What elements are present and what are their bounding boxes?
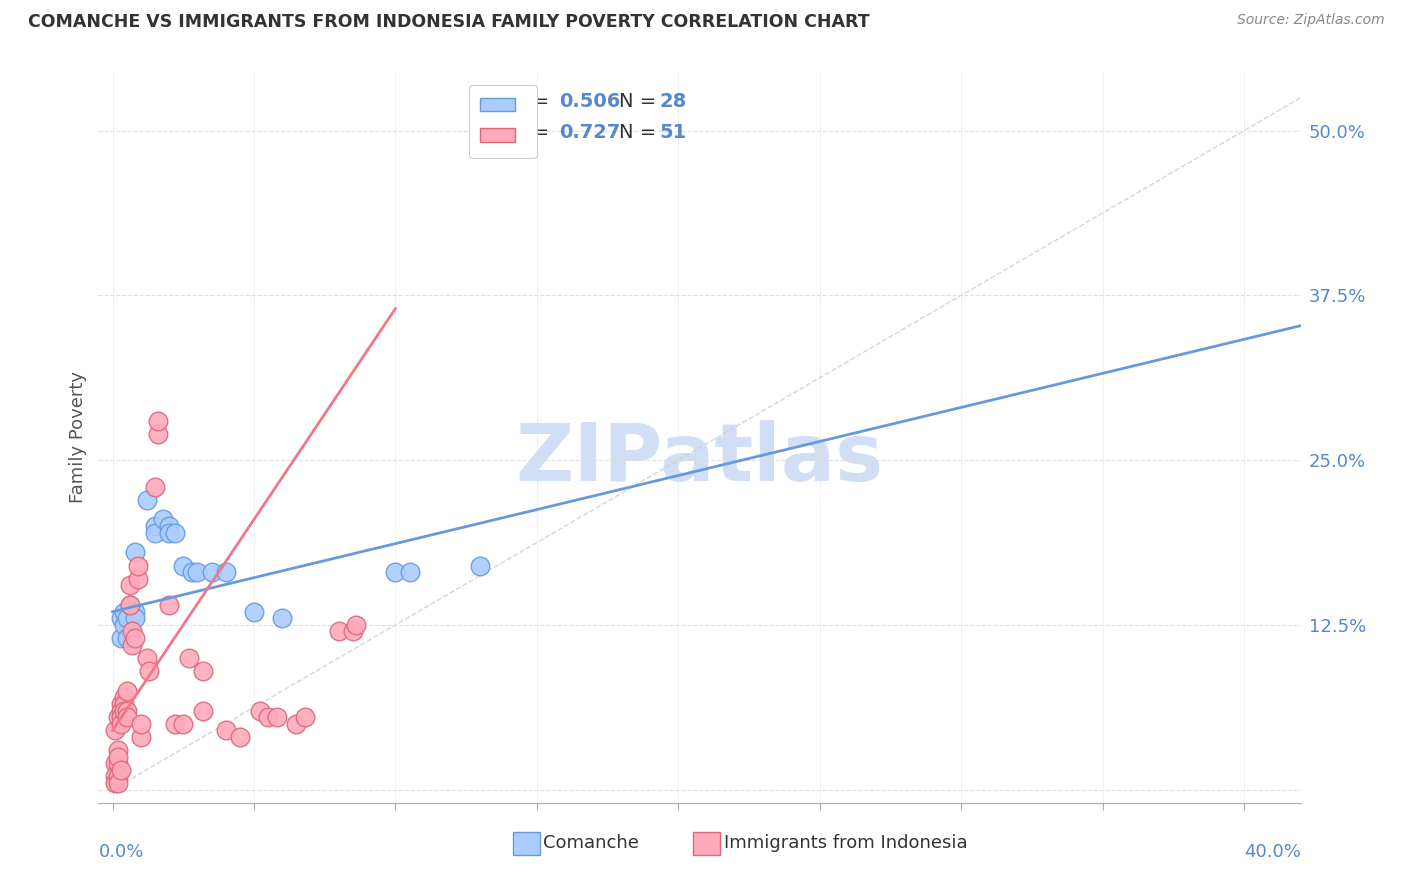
Point [470, 558, 492, 573]
Y-axis label: Family Poverty: Family Poverty [69, 371, 87, 503]
Point [163, 525, 186, 540]
Point [115, 683, 138, 698]
Point [172, 716, 194, 731]
Point [384, 565, 406, 579]
Point [118, 598, 141, 612]
Point [110, 631, 132, 645]
Text: N =: N = [619, 92, 662, 111]
Point [118, 578, 141, 592]
Point [107, 756, 129, 771]
Point [104, 756, 127, 771]
Point [127, 572, 149, 586]
Point [110, 710, 132, 724]
Text: R =: R = [513, 92, 555, 111]
Point [104, 776, 127, 790]
Point [157, 519, 180, 533]
Point [112, 697, 135, 711]
Point [143, 525, 166, 540]
Text: 40.0%: 40.0% [1244, 843, 1301, 861]
Text: ZIPatlas: ZIPatlas [516, 420, 883, 498]
Point [124, 611, 146, 625]
Point [157, 598, 180, 612]
Point [112, 605, 135, 619]
Point [135, 650, 157, 665]
Point [215, 565, 238, 579]
Point [157, 525, 180, 540]
Text: 28: 28 [659, 92, 688, 111]
Text: COMANCHE VS IMMIGRANTS FROM INDONESIA FAMILY POVERTY CORRELATION CHART: COMANCHE VS IMMIGRANTS FROM INDONESIA FA… [28, 13, 870, 31]
Point [285, 716, 308, 731]
Point [115, 710, 138, 724]
Point [110, 716, 132, 731]
Point [107, 749, 129, 764]
Text: 51: 51 [659, 122, 688, 142]
Point [107, 743, 129, 757]
Point [135, 492, 157, 507]
Point [398, 565, 420, 579]
Point [124, 605, 146, 619]
Point [342, 624, 364, 639]
Point [180, 565, 202, 579]
Point [186, 565, 208, 579]
Point [124, 631, 146, 645]
Point [229, 730, 252, 744]
Point [115, 631, 138, 645]
Point [121, 624, 143, 639]
Point [328, 624, 350, 639]
Point [344, 618, 367, 632]
Point [112, 690, 135, 705]
Point [257, 710, 280, 724]
Point [271, 611, 294, 625]
Point [294, 710, 316, 724]
Point [104, 769, 127, 783]
Point [115, 611, 138, 625]
Text: R =: R = [513, 122, 555, 142]
Point [110, 704, 132, 718]
Point [110, 763, 132, 777]
Point [129, 730, 152, 744]
Point [215, 723, 238, 738]
Point [172, 558, 194, 573]
Point [138, 664, 160, 678]
FancyBboxPatch shape [513, 832, 540, 855]
Text: Comanche: Comanche [543, 834, 640, 852]
Point [110, 697, 132, 711]
Legend: , : , [468, 85, 537, 158]
Point [249, 704, 271, 718]
Point [107, 710, 129, 724]
Point [243, 605, 266, 619]
Point [177, 650, 200, 665]
Point [146, 426, 169, 441]
Point [107, 769, 129, 783]
Point [200, 565, 222, 579]
Text: Source: ZipAtlas.com: Source: ZipAtlas.com [1237, 13, 1385, 28]
Point [112, 618, 135, 632]
Point [127, 558, 149, 573]
Point [191, 664, 214, 678]
Point [266, 710, 288, 724]
Point [191, 704, 214, 718]
Text: 0.0%: 0.0% [98, 843, 143, 861]
Point [152, 512, 174, 526]
Text: Immigrants from Indonesia: Immigrants from Indonesia [724, 834, 967, 852]
FancyBboxPatch shape [693, 832, 720, 855]
Point [115, 704, 138, 718]
Point [104, 723, 127, 738]
Point [143, 519, 166, 533]
Point [146, 414, 169, 428]
Point [124, 545, 146, 559]
Point [143, 479, 166, 493]
Text: 0.506: 0.506 [558, 92, 620, 111]
Point [110, 611, 132, 625]
Text: 0.727: 0.727 [558, 122, 620, 142]
Point [121, 638, 143, 652]
Point [112, 704, 135, 718]
Point [107, 776, 129, 790]
Point [118, 598, 141, 612]
Point [129, 716, 152, 731]
Text: N =: N = [619, 122, 662, 142]
Point [163, 716, 186, 731]
